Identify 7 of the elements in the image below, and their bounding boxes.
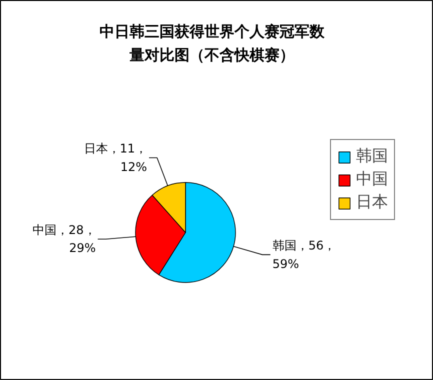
legend-label: 韩国 [356, 146, 388, 167]
legend-label: 中国 [356, 169, 388, 190]
data-label: 韩国，56，59% [272, 238, 336, 271]
data-label: 日本，11，12% [84, 142, 148, 174]
data-label: 中国，28，29% [32, 223, 96, 256]
legend-label: 日本 [356, 192, 388, 213]
chart-title: 中日韩三国获得世界个人赛冠军数量对比图（不含快棋赛） [100, 22, 326, 64]
